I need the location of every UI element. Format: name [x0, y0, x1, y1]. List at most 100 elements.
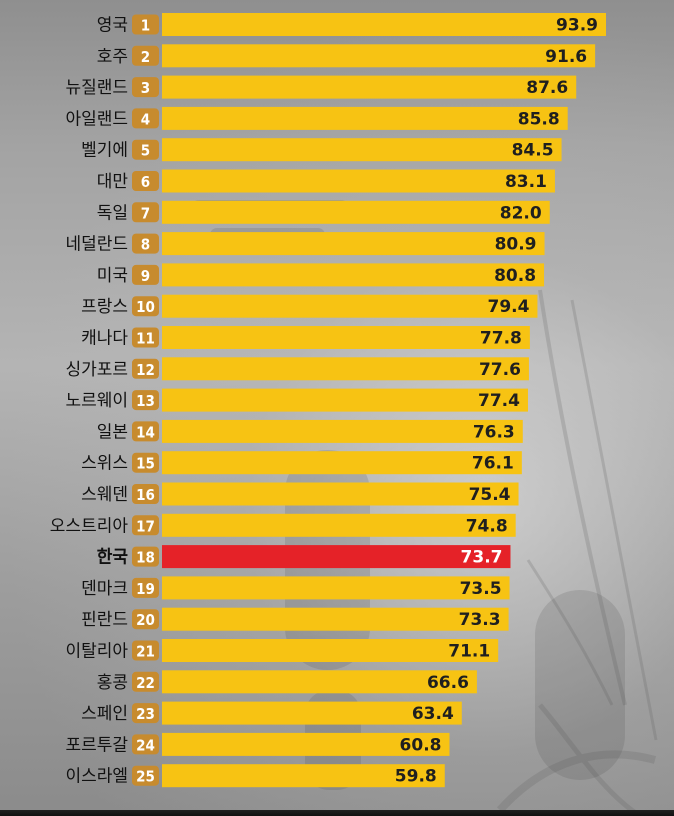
country-label: 대만: [97, 172, 129, 192]
value-label: 80.8: [494, 266, 536, 286]
rank-badge: [132, 296, 159, 317]
rank-label: 24: [136, 736, 155, 754]
value-label: 80.9: [495, 235, 537, 255]
rank-badge: [132, 233, 159, 254]
bar-row: 뉴질랜드 3 87.6: [65, 75, 577, 99]
value-label: 87.6: [526, 78, 568, 98]
bottom-strip: [0, 810, 674, 816]
bar-row: 이탈리아 21 71.1: [65, 639, 499, 662]
rank-badge: [132, 765, 159, 786]
bar-row: 덴마크 19 73.5: [81, 576, 510, 600]
bar: [162, 200, 550, 224]
rank-label: 4: [141, 110, 150, 128]
bar: [162, 232, 545, 256]
bar: [162, 639, 499, 662]
rank-badge: [132, 703, 159, 724]
country-label: 포르투갈: [65, 735, 128, 755]
bar: [162, 357, 529, 381]
bar: [162, 294, 538, 318]
country-label: 핀란드: [81, 610, 128, 630]
rank-label: 9: [141, 267, 150, 285]
bar-row: 미국 9 80.8: [97, 263, 545, 287]
rank-label: 18: [136, 549, 155, 567]
country-label: 벨기에: [81, 141, 128, 161]
bar: [162, 388, 528, 412]
bar-row: 싱가포르 12 77.6: [65, 357, 529, 381]
country-label: 아일랜드: [65, 109, 128, 129]
value-label: 77.4: [478, 391, 520, 411]
bar-row: 영국 1 93.9: [97, 13, 606, 36]
bar-row: 캐나다 11 77.8: [81, 326, 530, 349]
bar: [162, 263, 545, 287]
country-label: 노르웨이: [65, 391, 128, 411]
bar: [162, 576, 510, 600]
bar: [162, 75, 577, 99]
country-label: 독일: [97, 203, 128, 223]
bar: [162, 138, 562, 162]
value-label: 91.6: [545, 47, 587, 67]
bar-row: 핀란드 20 73.3: [81, 607, 509, 631]
rank-label: 3: [141, 79, 150, 97]
value-label: 84.5: [512, 141, 554, 161]
rank-badge: [132, 171, 159, 191]
bar-row: 네덜란드 8 80.9: [65, 232, 545, 256]
value-label: 73.5: [460, 579, 502, 599]
bar: [162, 670, 477, 694]
rank-badge: [132, 264, 159, 285]
rank-label: 22: [136, 674, 155, 692]
bar-row: 스위스 15 76.1: [81, 451, 522, 475]
rank-badge: [132, 327, 159, 348]
rank-badge: [132, 202, 159, 223]
country-label: 이탈리아: [65, 642, 128, 662]
value-label: 73.3: [459, 610, 501, 630]
country-label: 한국: [97, 548, 129, 568]
bar: [162, 13, 606, 36]
country-label: 홍콩: [97, 673, 128, 693]
rank-badge: [132, 421, 159, 442]
rank-label: 23: [136, 705, 155, 723]
country-label: 프랑스: [81, 297, 128, 317]
bar-row: 벨기에 5 84.5: [81, 138, 562, 162]
rank-badge: [132, 546, 159, 567]
value-label: 63.4: [412, 704, 454, 724]
rank-label: 16: [136, 486, 155, 504]
rank-badge: [132, 515, 159, 536]
country-label: 호주: [97, 47, 128, 67]
rank-badge: [132, 390, 159, 411]
bar-row: 포르투갈 24 60.8: [65, 732, 450, 756]
rank-badge: [132, 484, 159, 504]
bar: [162, 419, 523, 443]
bar: [162, 545, 511, 569]
bar-row: 프랑스 10 79.4: [81, 294, 538, 318]
bar: [162, 607, 509, 631]
bar-row: 아일랜드 4 85.8: [65, 106, 568, 130]
country-label: 싱가포르: [65, 360, 128, 380]
value-label: 82.0: [500, 203, 542, 223]
rank-badge: [132, 139, 159, 160]
country-label: 스웨덴: [81, 485, 128, 505]
bar: [162, 701, 462, 725]
country-label: 네덜란드: [65, 235, 128, 255]
rank-badge: [132, 671, 159, 692]
bar: [162, 482, 519, 506]
value-label: 77.8: [480, 329, 522, 349]
rank-label: 15: [136, 455, 155, 473]
value-label: 93.9: [556, 16, 598, 36]
rank-label: 6: [141, 173, 150, 191]
rank-badge: [132, 577, 159, 598]
rank-label: 10: [136, 298, 155, 316]
rank-badge: [132, 609, 159, 630]
country-label: 미국: [97, 266, 128, 286]
rank-label: 1: [141, 17, 150, 35]
rank-label: 11: [136, 330, 155, 348]
bar-row: 오스트리아 17 74.8: [50, 513, 516, 537]
rank-label: 7: [141, 204, 150, 222]
country-label: 스위스: [81, 454, 128, 474]
bar: [162, 732, 450, 756]
value-label: 71.1: [448, 642, 490, 662]
bar: [162, 44, 596, 68]
bar: [162, 513, 516, 537]
value-label: 60.8: [400, 735, 442, 755]
rank-label: 13: [136, 392, 155, 410]
